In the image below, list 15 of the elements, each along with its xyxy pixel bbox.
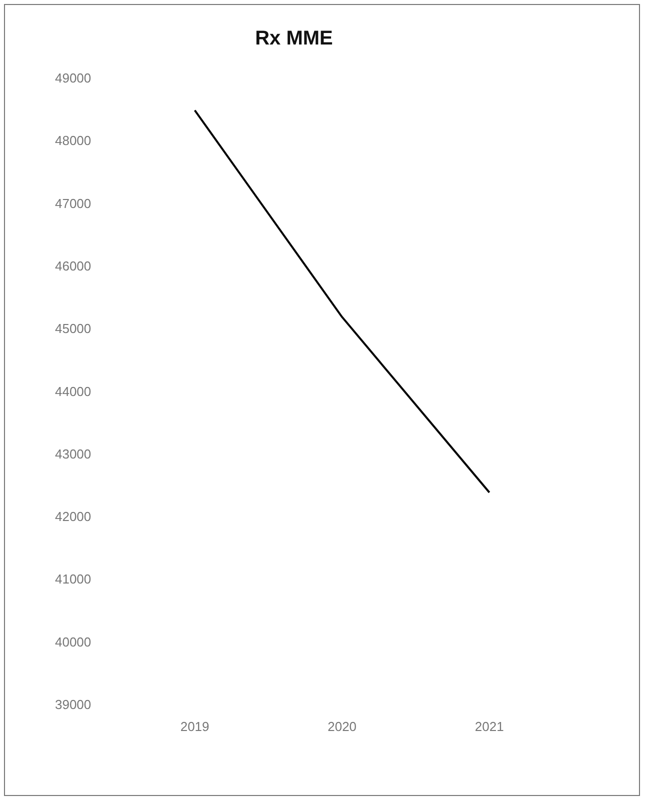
x-tick-label: 2019 (180, 718, 210, 734)
y-tick-label: 45000 (54, 321, 92, 336)
y-tick-label: 47000 (54, 196, 92, 211)
x-tick-label: 2021 (474, 718, 504, 734)
y-tick-label: 44000 (54, 384, 92, 399)
y-tick-label: 49000 (54, 70, 92, 86)
x-tick-label: 2020 (328, 718, 357, 734)
chart-title: Rx MME (255, 28, 333, 50)
y-tick-label: 40000 (54, 634, 92, 650)
y-tick-label: 39000 (54, 696, 92, 712)
y-tick-label: 43000 (54, 446, 92, 462)
y-tick-label: 42000 (54, 509, 92, 524)
y-tick-label: 41000 (54, 572, 92, 587)
y-tick-label: 46000 (54, 258, 92, 274)
y-tick-label: 48000 (54, 133, 92, 148)
